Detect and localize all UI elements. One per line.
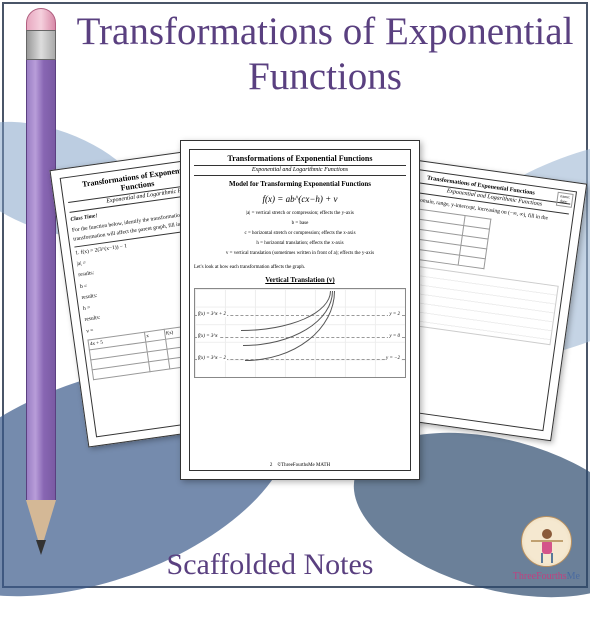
worksheet-center: Transformations of Exponential Functions… [180, 140, 420, 480]
data-table: x [409, 208, 491, 269]
fx-label: f(x) = 3^x + 2 [197, 312, 227, 317]
desc-c: c = horizontal stretch or compression; e… [194, 230, 406, 238]
pencil-graphic [22, 20, 60, 580]
brand-logo: ThreeFourthsMe [513, 514, 580, 582]
chart-area: f(x) = 3^x + 2 f(x) = 3^x f(x) = 3^x − 2… [194, 288, 406, 378]
subtitle: Scaffolded Notes [70, 548, 470, 582]
name-date-box: name: date: [556, 192, 574, 208]
page-footer: 2 ©ThreeFourthsMe MATH [190, 463, 410, 468]
vt-heading: Vertical Translation (v) [194, 276, 406, 284]
brand-text: ThreeFourthsMe [513, 571, 580, 582]
desc-b: b = base [194, 220, 406, 228]
desc-v: v = vertical translation (sometimes writ… [194, 250, 406, 258]
formula: f(x) = ab^(cx−h) + v [194, 194, 406, 204]
ws-subheader: Exponential and Logarithmic Functions [194, 166, 406, 176]
intro-text: Let's look at how each transformation af… [194, 264, 406, 272]
model-heading: Model for Transforming Exponential Funct… [194, 180, 406, 188]
y-label: y = −2 [385, 356, 401, 361]
main-title: Transformations of Exponential Functions [70, 10, 580, 100]
grid-area [400, 265, 559, 346]
y-label: y = 0 [388, 334, 401, 339]
desc-a: |a| = vertical stretch or compression; e… [194, 210, 406, 218]
ws-header: Transformations of Exponential Functions [194, 154, 406, 166]
desc-h: h = horizontal translation; effects the … [194, 240, 406, 248]
y-label: y = 2 [388, 312, 401, 317]
fx-label: f(x) = 3^x [197, 334, 219, 339]
fx-label: f(x) = 3^x − 2 [197, 356, 227, 361]
